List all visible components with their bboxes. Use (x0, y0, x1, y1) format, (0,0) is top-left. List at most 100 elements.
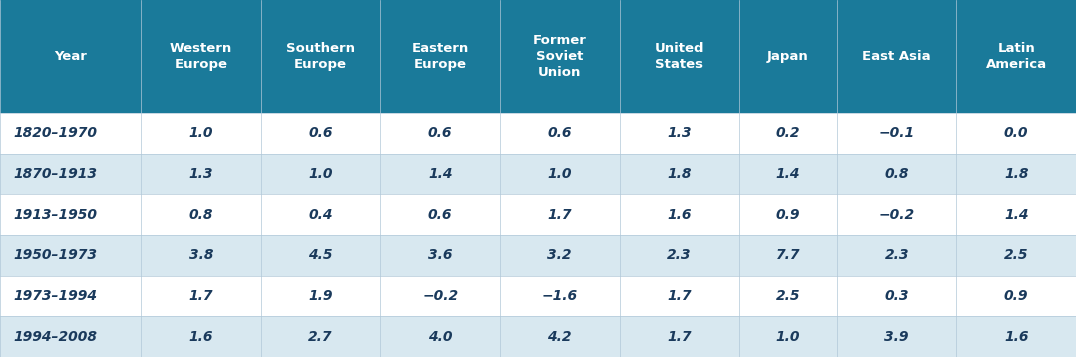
Text: 1.0: 1.0 (548, 167, 572, 181)
FancyBboxPatch shape (381, 316, 500, 357)
Text: 0.0: 0.0 (1004, 126, 1029, 140)
Text: 0.8: 0.8 (188, 208, 213, 222)
Text: Eastern
Europe: Eastern Europe (411, 42, 469, 71)
FancyBboxPatch shape (381, 0, 500, 113)
FancyBboxPatch shape (739, 195, 837, 235)
FancyBboxPatch shape (141, 316, 260, 357)
Text: 1820–1970: 1820–1970 (13, 126, 97, 140)
Text: 0.6: 0.6 (309, 126, 332, 140)
FancyBboxPatch shape (141, 0, 260, 113)
Text: 0.6: 0.6 (428, 126, 452, 140)
FancyBboxPatch shape (837, 0, 957, 113)
Text: 1.7: 1.7 (667, 330, 692, 344)
Text: 1950–1973: 1950–1973 (13, 248, 97, 262)
Text: Year: Year (54, 50, 87, 63)
FancyBboxPatch shape (620, 316, 739, 357)
Text: East Asia: East Asia (862, 50, 931, 63)
Text: United
States: United States (654, 42, 704, 71)
Text: 1.3: 1.3 (667, 126, 692, 140)
FancyBboxPatch shape (739, 276, 837, 316)
Text: 0.2: 0.2 (776, 126, 801, 140)
FancyBboxPatch shape (620, 0, 739, 113)
FancyBboxPatch shape (739, 316, 837, 357)
FancyBboxPatch shape (837, 235, 957, 276)
FancyBboxPatch shape (837, 316, 957, 357)
Text: 1913–1950: 1913–1950 (13, 208, 97, 222)
Text: 1.4: 1.4 (776, 167, 801, 181)
FancyBboxPatch shape (957, 316, 1076, 357)
FancyBboxPatch shape (837, 276, 957, 316)
Text: 1.4: 1.4 (428, 167, 452, 181)
Text: 0.8: 0.8 (884, 167, 909, 181)
FancyBboxPatch shape (739, 0, 837, 113)
FancyBboxPatch shape (141, 276, 260, 316)
FancyBboxPatch shape (260, 316, 381, 357)
Text: 1.9: 1.9 (309, 289, 332, 303)
FancyBboxPatch shape (620, 235, 739, 276)
Text: 0.3: 0.3 (884, 289, 909, 303)
FancyBboxPatch shape (141, 154, 260, 195)
FancyBboxPatch shape (381, 154, 500, 195)
Text: 1870–1913: 1870–1913 (13, 167, 97, 181)
Text: 3.8: 3.8 (188, 248, 213, 262)
Text: 1994–2008: 1994–2008 (13, 330, 97, 344)
FancyBboxPatch shape (260, 195, 381, 235)
FancyBboxPatch shape (837, 113, 957, 154)
Text: 1.0: 1.0 (188, 126, 213, 140)
FancyBboxPatch shape (739, 154, 837, 195)
FancyBboxPatch shape (739, 113, 837, 154)
Text: Former
Soviet
Union: Former Soviet Union (533, 34, 586, 79)
Text: 1.6: 1.6 (1004, 330, 1029, 344)
Text: Southern
Europe: Southern Europe (286, 42, 355, 71)
FancyBboxPatch shape (500, 316, 620, 357)
FancyBboxPatch shape (620, 195, 739, 235)
FancyBboxPatch shape (0, 235, 141, 276)
Text: 3.9: 3.9 (884, 330, 909, 344)
FancyBboxPatch shape (0, 316, 141, 357)
FancyBboxPatch shape (500, 0, 620, 113)
FancyBboxPatch shape (381, 276, 500, 316)
FancyBboxPatch shape (0, 0, 141, 113)
Text: 4.0: 4.0 (428, 330, 452, 344)
Text: 7.7: 7.7 (776, 248, 801, 262)
FancyBboxPatch shape (500, 154, 620, 195)
FancyBboxPatch shape (141, 235, 260, 276)
Text: 1.6: 1.6 (667, 208, 692, 222)
FancyBboxPatch shape (957, 195, 1076, 235)
Text: 1.8: 1.8 (1004, 167, 1029, 181)
FancyBboxPatch shape (0, 195, 141, 235)
Text: 1973–1994: 1973–1994 (13, 289, 97, 303)
Text: 2.5: 2.5 (1004, 248, 1029, 262)
FancyBboxPatch shape (381, 195, 500, 235)
Text: 1.0: 1.0 (309, 167, 332, 181)
FancyBboxPatch shape (620, 154, 739, 195)
FancyBboxPatch shape (500, 235, 620, 276)
FancyBboxPatch shape (141, 113, 260, 154)
FancyBboxPatch shape (837, 195, 957, 235)
FancyBboxPatch shape (0, 113, 141, 154)
FancyBboxPatch shape (260, 113, 381, 154)
Text: 4.5: 4.5 (309, 248, 332, 262)
Text: 1.7: 1.7 (188, 289, 213, 303)
FancyBboxPatch shape (620, 113, 739, 154)
Text: 1.8: 1.8 (667, 167, 692, 181)
Text: −1.6: −1.6 (541, 289, 578, 303)
Text: Japan: Japan (767, 50, 809, 63)
Text: 2.3: 2.3 (884, 248, 909, 262)
Text: 2.3: 2.3 (667, 248, 692, 262)
Text: 1.3: 1.3 (188, 167, 213, 181)
Text: −0.2: −0.2 (879, 208, 915, 222)
FancyBboxPatch shape (260, 276, 381, 316)
Text: 1.7: 1.7 (667, 289, 692, 303)
FancyBboxPatch shape (141, 195, 260, 235)
FancyBboxPatch shape (0, 276, 141, 316)
FancyBboxPatch shape (260, 235, 381, 276)
Text: 1.6: 1.6 (188, 330, 213, 344)
Text: −0.1: −0.1 (879, 126, 915, 140)
Text: 3.6: 3.6 (428, 248, 452, 262)
FancyBboxPatch shape (957, 113, 1076, 154)
Text: Latin
America: Latin America (986, 42, 1047, 71)
Text: 1.4: 1.4 (1004, 208, 1029, 222)
FancyBboxPatch shape (260, 154, 381, 195)
Text: 3.2: 3.2 (548, 248, 572, 262)
